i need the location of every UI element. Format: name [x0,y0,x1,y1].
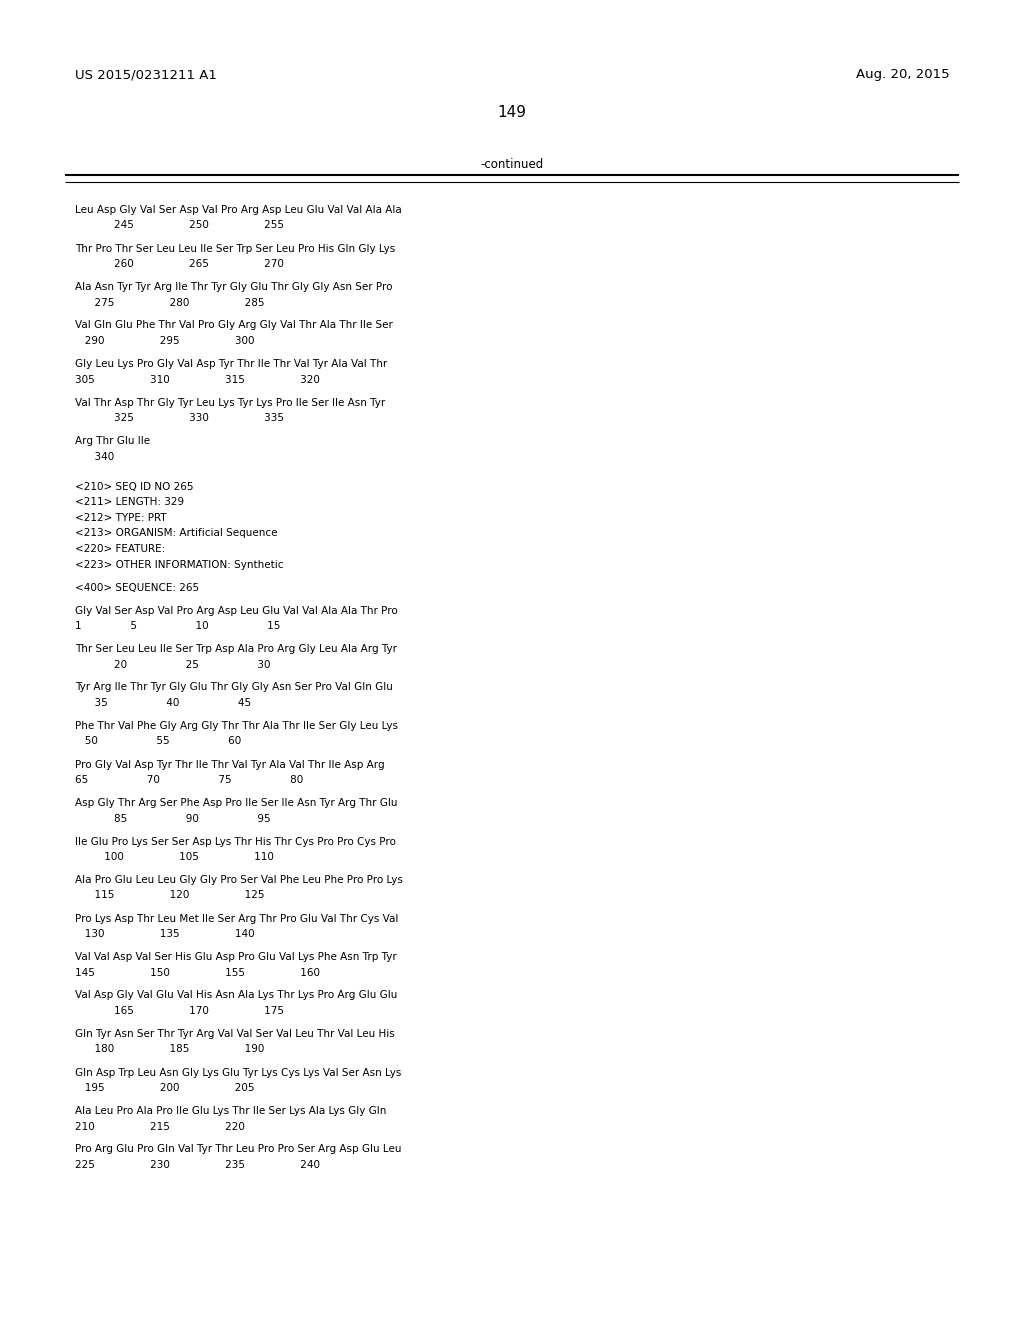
Text: Ala Pro Glu Leu Leu Gly Gly Pro Ser Val Phe Leu Phe Pro Pro Lys: Ala Pro Glu Leu Leu Gly Gly Pro Ser Val … [75,875,402,884]
Text: Thr Ser Leu Leu Ile Ser Trp Asp Ala Pro Arg Gly Leu Ala Arg Tyr: Thr Ser Leu Leu Ile Ser Trp Asp Ala Pro … [75,644,397,653]
Text: 340: 340 [75,451,115,462]
Text: Ala Leu Pro Ala Pro Ile Glu Lys Thr Ile Ser Lys Ala Lys Gly Gln: Ala Leu Pro Ala Pro Ile Glu Lys Thr Ile … [75,1106,386,1115]
Text: Phe Thr Val Phe Gly Arg Gly Thr Thr Ala Thr Ile Ser Gly Leu Lys: Phe Thr Val Phe Gly Arg Gly Thr Thr Ala … [75,721,398,731]
Text: Val Thr Asp Thr Gly Tyr Leu Lys Tyr Lys Pro Ile Ser Ile Asn Tyr: Val Thr Asp Thr Gly Tyr Leu Lys Tyr Lys … [75,397,385,408]
Text: Ala Asn Tyr Tyr Arg Ile Thr Tyr Gly Glu Thr Gly Gly Asn Ser Pro: Ala Asn Tyr Tyr Arg Ile Thr Tyr Gly Glu … [75,282,392,292]
Text: 50                  55                  60: 50 55 60 [75,737,242,747]
Text: <212> TYPE: PRT: <212> TYPE: PRT [75,513,167,523]
Text: Val Val Asp Val Ser His Glu Asp Pro Glu Val Lys Phe Asn Trp Tyr: Val Val Asp Val Ser His Glu Asp Pro Glu … [75,952,396,962]
Text: 325                 330                 335: 325 330 335 [75,413,284,422]
Text: <220> FEATURE:: <220> FEATURE: [75,544,165,554]
Text: <400> SEQUENCE: 265: <400> SEQUENCE: 265 [75,582,199,593]
Text: <223> OTHER INFORMATION: Synthetic: <223> OTHER INFORMATION: Synthetic [75,560,284,569]
Text: Gly Leu Lys Pro Gly Val Asp Tyr Thr Ile Thr Val Tyr Ala Val Thr: Gly Leu Lys Pro Gly Val Asp Tyr Thr Ile … [75,359,387,370]
Text: 260                 265                 270: 260 265 270 [75,259,284,269]
Text: 245                 250                 255: 245 250 255 [75,220,284,231]
Text: 165                 170                 175: 165 170 175 [75,1006,284,1016]
Text: 100                 105                 110: 100 105 110 [75,851,273,862]
Text: 149: 149 [498,106,526,120]
Text: 305                 310                 315                 320: 305 310 315 320 [75,375,319,384]
Text: 145                 150                 155                 160: 145 150 155 160 [75,968,319,978]
Text: Asp Gly Thr Arg Ser Phe Asp Pro Ile Ser Ile Asn Tyr Arg Thr Glu: Asp Gly Thr Arg Ser Phe Asp Pro Ile Ser … [75,799,397,808]
Text: <211> LENGTH: 329: <211> LENGTH: 329 [75,498,184,507]
Text: Val Asp Gly Val Glu Val His Asn Ala Lys Thr Lys Pro Arg Glu Glu: Val Asp Gly Val Glu Val His Asn Ala Lys … [75,990,397,1001]
Text: Tyr Arg Ile Thr Tyr Gly Glu Thr Gly Gly Asn Ser Pro Val Gln Glu: Tyr Arg Ile Thr Tyr Gly Glu Thr Gly Gly … [75,682,393,693]
Text: 130                 135                 140: 130 135 140 [75,929,255,939]
Text: 290                 295                 300: 290 295 300 [75,337,255,346]
Text: 115                 120                 125: 115 120 125 [75,891,264,900]
Text: Aug. 20, 2015: Aug. 20, 2015 [856,69,950,81]
Text: 225                 230                 235                 240: 225 230 235 240 [75,1160,319,1170]
Text: Gln Tyr Asn Ser Thr Tyr Arg Val Val Ser Val Leu Thr Val Leu His: Gln Tyr Asn Ser Thr Tyr Arg Val Val Ser … [75,1030,394,1039]
Text: Pro Arg Glu Pro Gln Val Tyr Thr Leu Pro Pro Ser Arg Asp Glu Leu: Pro Arg Glu Pro Gln Val Tyr Thr Leu Pro … [75,1144,401,1155]
Text: 180                 185                 190: 180 185 190 [75,1044,264,1055]
Text: Val Gln Glu Phe Thr Val Pro Gly Arg Gly Val Thr Ala Thr Ile Ser: Val Gln Glu Phe Thr Val Pro Gly Arg Gly … [75,321,393,330]
Text: 65                  70                  75                  80: 65 70 75 80 [75,775,303,785]
Text: <213> ORGANISM: Artificial Sequence: <213> ORGANISM: Artificial Sequence [75,528,278,539]
Text: 1               5                  10                  15: 1 5 10 15 [75,620,281,631]
Text: 85                  90                  95: 85 90 95 [75,813,270,824]
Text: 210                 215                 220: 210 215 220 [75,1122,245,1131]
Text: 275                 280                 285: 275 280 285 [75,297,264,308]
Text: US 2015/0231211 A1: US 2015/0231211 A1 [75,69,217,81]
Text: 20                  25                  30: 20 25 30 [75,660,270,669]
Text: Ile Glu Pro Lys Ser Ser Asp Lys Thr His Thr Cys Pro Pro Cys Pro: Ile Glu Pro Lys Ser Ser Asp Lys Thr His … [75,837,396,846]
Text: Gln Asp Trp Leu Asn Gly Lys Glu Tyr Lys Cys Lys Val Ser Asn Lys: Gln Asp Trp Leu Asn Gly Lys Glu Tyr Lys … [75,1068,401,1077]
Text: -continued: -continued [480,158,544,172]
Text: Pro Lys Asp Thr Leu Met Ile Ser Arg Thr Pro Glu Val Thr Cys Val: Pro Lys Asp Thr Leu Met Ile Ser Arg Thr … [75,913,398,924]
Text: 35                  40                  45: 35 40 45 [75,698,251,708]
Text: Pro Gly Val Asp Tyr Thr Ile Thr Val Tyr Ala Val Thr Ile Asp Arg: Pro Gly Val Asp Tyr Thr Ile Thr Val Tyr … [75,759,385,770]
Text: Arg Thr Glu Ile: Arg Thr Glu Ile [75,436,151,446]
Text: Thr Pro Thr Ser Leu Leu Ile Ser Trp Ser Leu Pro His Gln Gly Lys: Thr Pro Thr Ser Leu Leu Ile Ser Trp Ser … [75,243,395,253]
Text: 195                 200                 205: 195 200 205 [75,1082,255,1093]
Text: Gly Val Ser Asp Val Pro Arg Asp Leu Glu Val Val Ala Ala Thr Pro: Gly Val Ser Asp Val Pro Arg Asp Leu Glu … [75,606,397,615]
Text: <210> SEQ ID NO 265: <210> SEQ ID NO 265 [75,482,194,492]
Text: Leu Asp Gly Val Ser Asp Val Pro Arg Asp Leu Glu Val Val Ala Ala: Leu Asp Gly Val Ser Asp Val Pro Arg Asp … [75,205,401,215]
